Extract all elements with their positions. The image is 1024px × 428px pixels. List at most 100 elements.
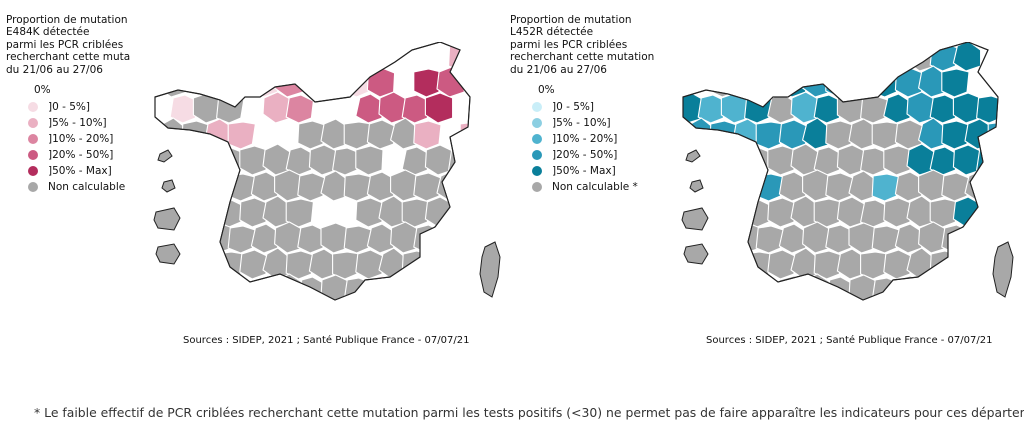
legend-swatch bbox=[28, 134, 38, 145]
department-region bbox=[778, 67, 808, 98]
legend-item: ]50% - Max] bbox=[6, 163, 130, 179]
legend-item: ]20% - 50%] bbox=[510, 147, 654, 163]
department-region bbox=[813, 146, 842, 176]
department-region bbox=[964, 222, 993, 254]
legend-item: ]10% - 20%] bbox=[6, 131, 130, 147]
department-region bbox=[790, 42, 820, 72]
corsica-island bbox=[992, 241, 1014, 298]
legend-item: ]20% - 50%] bbox=[6, 147, 130, 163]
department-region bbox=[424, 92, 454, 124]
department-region bbox=[332, 251, 361, 280]
department-region bbox=[883, 249, 912, 280]
legend-item-label: ]20% - 50%] bbox=[48, 148, 114, 161]
department-region bbox=[709, 224, 738, 254]
department-region bbox=[778, 119, 808, 150]
legend-list: 0% ]0 - 5%] ]5% - 10%] ]10% - 20%] ]20% … bbox=[510, 82, 654, 195]
legend-item-label: ]20% - 50%] bbox=[552, 148, 618, 161]
department-region bbox=[825, 172, 854, 202]
department-region bbox=[883, 145, 912, 176]
department-region bbox=[192, 248, 222, 280]
legend-swatch bbox=[28, 102, 38, 113]
department-region bbox=[767, 145, 796, 176]
department-region bbox=[813, 94, 842, 124]
department-region bbox=[813, 250, 842, 280]
department-region bbox=[755, 121, 785, 150]
legend-title: Proportion de mutation E484K détectée pa… bbox=[6, 14, 130, 76]
department-region bbox=[755, 225, 785, 254]
legend-l452r: Proportion de mutation L452R détectée pa… bbox=[510, 14, 654, 195]
legend-item: Non calculable * bbox=[510, 179, 654, 195]
department-region bbox=[401, 250, 430, 280]
department-region bbox=[964, 274, 993, 300]
department-region bbox=[227, 225, 257, 254]
legend-title-line: du 21/06 au 27/06 bbox=[6, 63, 103, 76]
department-region bbox=[169, 94, 198, 124]
overseas-territory-3 bbox=[681, 207, 709, 231]
legend-item-label: ]50% - Max] bbox=[48, 164, 112, 177]
department-region bbox=[366, 275, 396, 300]
legend-title-line: parmi les PCR criblées bbox=[510, 38, 628, 51]
department-region bbox=[366, 119, 396, 150]
department-region bbox=[709, 172, 738, 202]
department-region bbox=[929, 94, 958, 124]
legend-title-line: E484K détectée bbox=[6, 26, 90, 39]
department-region bbox=[401, 198, 430, 228]
department-region bbox=[918, 273, 948, 300]
department-region bbox=[297, 120, 326, 150]
department-region bbox=[192, 42, 222, 72]
department-region bbox=[941, 276, 970, 300]
department-region bbox=[390, 273, 420, 300]
department-region bbox=[285, 94, 314, 124]
department-region bbox=[686, 273, 716, 300]
department-region bbox=[871, 225, 901, 254]
department-region bbox=[436, 222, 465, 254]
department-region bbox=[709, 120, 738, 150]
department-region bbox=[331, 147, 361, 176]
department-region bbox=[883, 93, 912, 124]
legend-item: ]10% - 20%] bbox=[510, 131, 654, 147]
department-region bbox=[239, 197, 268, 228]
department-region bbox=[157, 65, 188, 98]
france-outline bbox=[154, 42, 471, 301]
legend-item-label: ]10% - 20%] bbox=[552, 132, 618, 145]
department-region bbox=[767, 197, 796, 228]
legend-title-line: L452R détectée bbox=[510, 26, 594, 39]
department-region bbox=[767, 249, 796, 280]
department-region bbox=[320, 274, 349, 300]
overseas-territories bbox=[153, 149, 181, 265]
legend-item-label: ]5% - 10%] bbox=[552, 116, 611, 129]
department-region bbox=[767, 42, 796, 72]
legend-title-line: recherchant cette mutation bbox=[510, 51, 655, 64]
department-region bbox=[413, 224, 442, 254]
department-region bbox=[401, 94, 430, 124]
legend-item-label: ]0 - 5%] bbox=[552, 100, 594, 113]
department-region bbox=[859, 147, 889, 176]
legend-item-label: Non calculable * bbox=[552, 180, 638, 193]
legend-title: Proportion de mutation L452R détectée pa… bbox=[510, 14, 654, 76]
department-region bbox=[355, 145, 384, 176]
department-region bbox=[343, 225, 373, 254]
department-region bbox=[697, 94, 726, 124]
department-region bbox=[720, 144, 750, 176]
legend-item-label: ]0 - 5%] bbox=[48, 100, 90, 113]
legend-e484k: Proportion de mutation E484K détectée pa… bbox=[6, 14, 130, 195]
department-region bbox=[192, 144, 222, 176]
department-region bbox=[755, 69, 785, 98]
department-region bbox=[285, 42, 314, 72]
department-region bbox=[871, 173, 901, 202]
legend-swatch bbox=[532, 118, 542, 129]
overseas-territories bbox=[681, 149, 709, 265]
department-region bbox=[825, 68, 854, 98]
legend-title-line: Proportion de mutation bbox=[510, 14, 632, 26]
mainland-france bbox=[154, 42, 471, 301]
legend-item: ]5% - 10%] bbox=[510, 115, 654, 131]
department-region bbox=[366, 67, 396, 98]
department-region bbox=[459, 121, 470, 150]
department-region bbox=[987, 173, 998, 202]
legend-item-label: ]5% - 10%] bbox=[48, 116, 107, 129]
department-region bbox=[929, 250, 958, 280]
legend-item: Non calculable bbox=[6, 179, 130, 195]
legend-title-line: Proportion de mutation bbox=[6, 14, 128, 26]
legend-swatch bbox=[28, 118, 38, 129]
legend-swatch bbox=[28, 182, 38, 193]
